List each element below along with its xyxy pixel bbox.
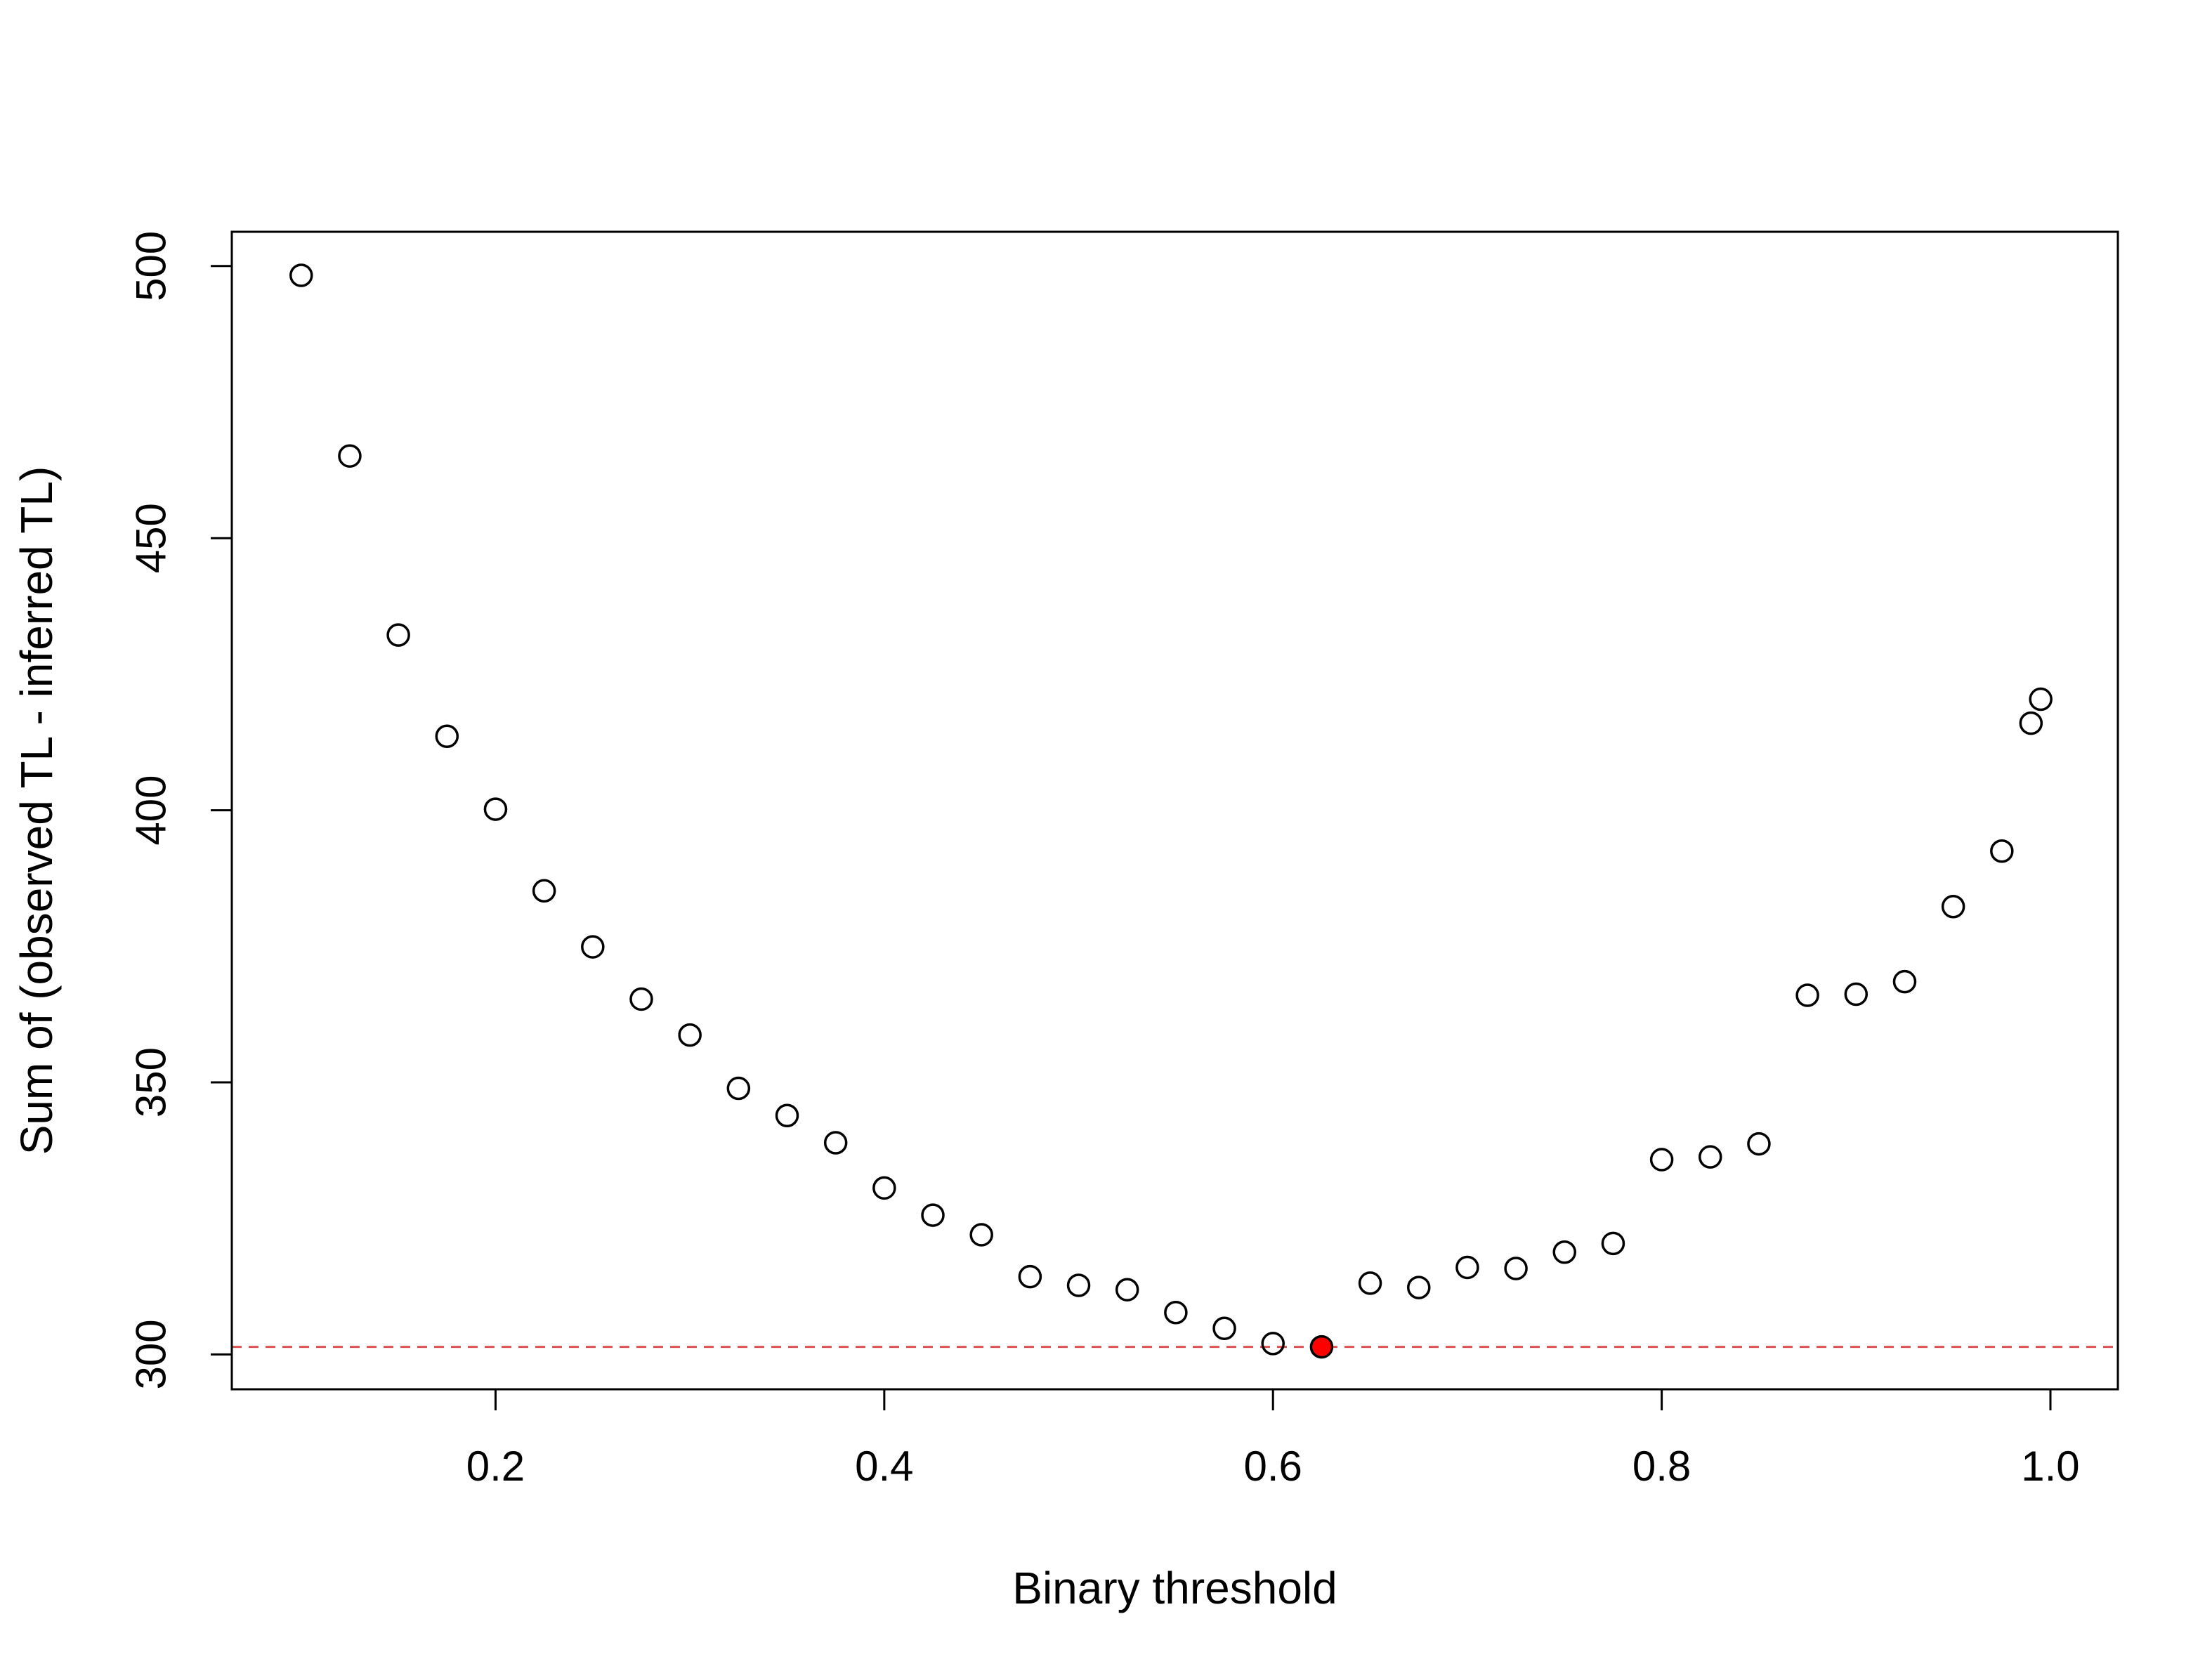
y-tick-label: 450 — [128, 503, 175, 573]
x-axis-tick-labels: 0.2 0.4 0.6 0.8 1.0 — [466, 1443, 2080, 1490]
x-axis-title: Binary threshold — [1012, 1563, 1337, 1613]
data-point — [1115, 1278, 1139, 1301]
data-point — [1455, 1255, 1479, 1280]
data-point — [2029, 687, 2053, 712]
y-tick-label: 350 — [128, 1047, 175, 1117]
data-point — [581, 935, 605, 959]
highlighted-point — [1309, 1335, 1334, 1359]
data-point — [1601, 1231, 1625, 1256]
data-point — [1844, 982, 1869, 1006]
data-point — [1261, 1332, 1285, 1356]
data-point — [629, 987, 653, 1011]
y-axis-title: Sum of (observed TL - inferred TL) — [11, 466, 62, 1155]
data-point — [921, 1203, 945, 1227]
data-point — [1649, 1148, 1674, 1172]
data-point — [1699, 1145, 1722, 1169]
data-point — [969, 1223, 993, 1247]
x-tick-label: 0.2 — [466, 1443, 525, 1490]
data-point — [1990, 839, 2014, 863]
data-point — [1941, 895, 1965, 919]
data-point — [386, 623, 410, 647]
data-point — [1552, 1240, 1577, 1264]
y-tick-label: 500 — [128, 231, 175, 301]
data-points — [289, 263, 2053, 1359]
y-axis-ticks — [211, 265, 233, 1356]
data-point — [678, 1023, 702, 1047]
data-point — [2019, 711, 2043, 735]
data-point — [775, 1103, 799, 1128]
data-point — [1164, 1301, 1188, 1325]
data-point — [435, 724, 459, 748]
data-point — [532, 879, 556, 903]
data-point — [1018, 1264, 1042, 1289]
data-point — [823, 1131, 848, 1155]
x-tick-label: 0.6 — [1244, 1443, 1302, 1490]
data-point — [483, 797, 508, 821]
data-point — [1212, 1316, 1236, 1340]
y-axis-tick-labels: 300 350 400 450 500 — [128, 231, 175, 1390]
plot-frame — [230, 230, 2119, 1391]
y-tick-label: 400 — [128, 775, 175, 846]
data-point — [726, 1076, 751, 1101]
data-point — [338, 444, 362, 468]
data-point — [1747, 1132, 1771, 1156]
data-point — [1066, 1273, 1091, 1297]
x-tick-label: 1.0 — [2021, 1443, 2079, 1490]
data-point — [872, 1176, 896, 1200]
data-point — [289, 263, 313, 287]
data-point — [1504, 1257, 1528, 1280]
y-tick-label: 300 — [128, 1319, 175, 1389]
data-point — [1892, 969, 1917, 994]
data-point — [1406, 1276, 1431, 1299]
data-point — [1795, 983, 1819, 1007]
x-tick-label: 0.4 — [855, 1443, 913, 1490]
data-point — [1358, 1271, 1382, 1295]
x-axis-ticks — [494, 1389, 2052, 1410]
x-tick-label: 0.8 — [1632, 1443, 1691, 1490]
